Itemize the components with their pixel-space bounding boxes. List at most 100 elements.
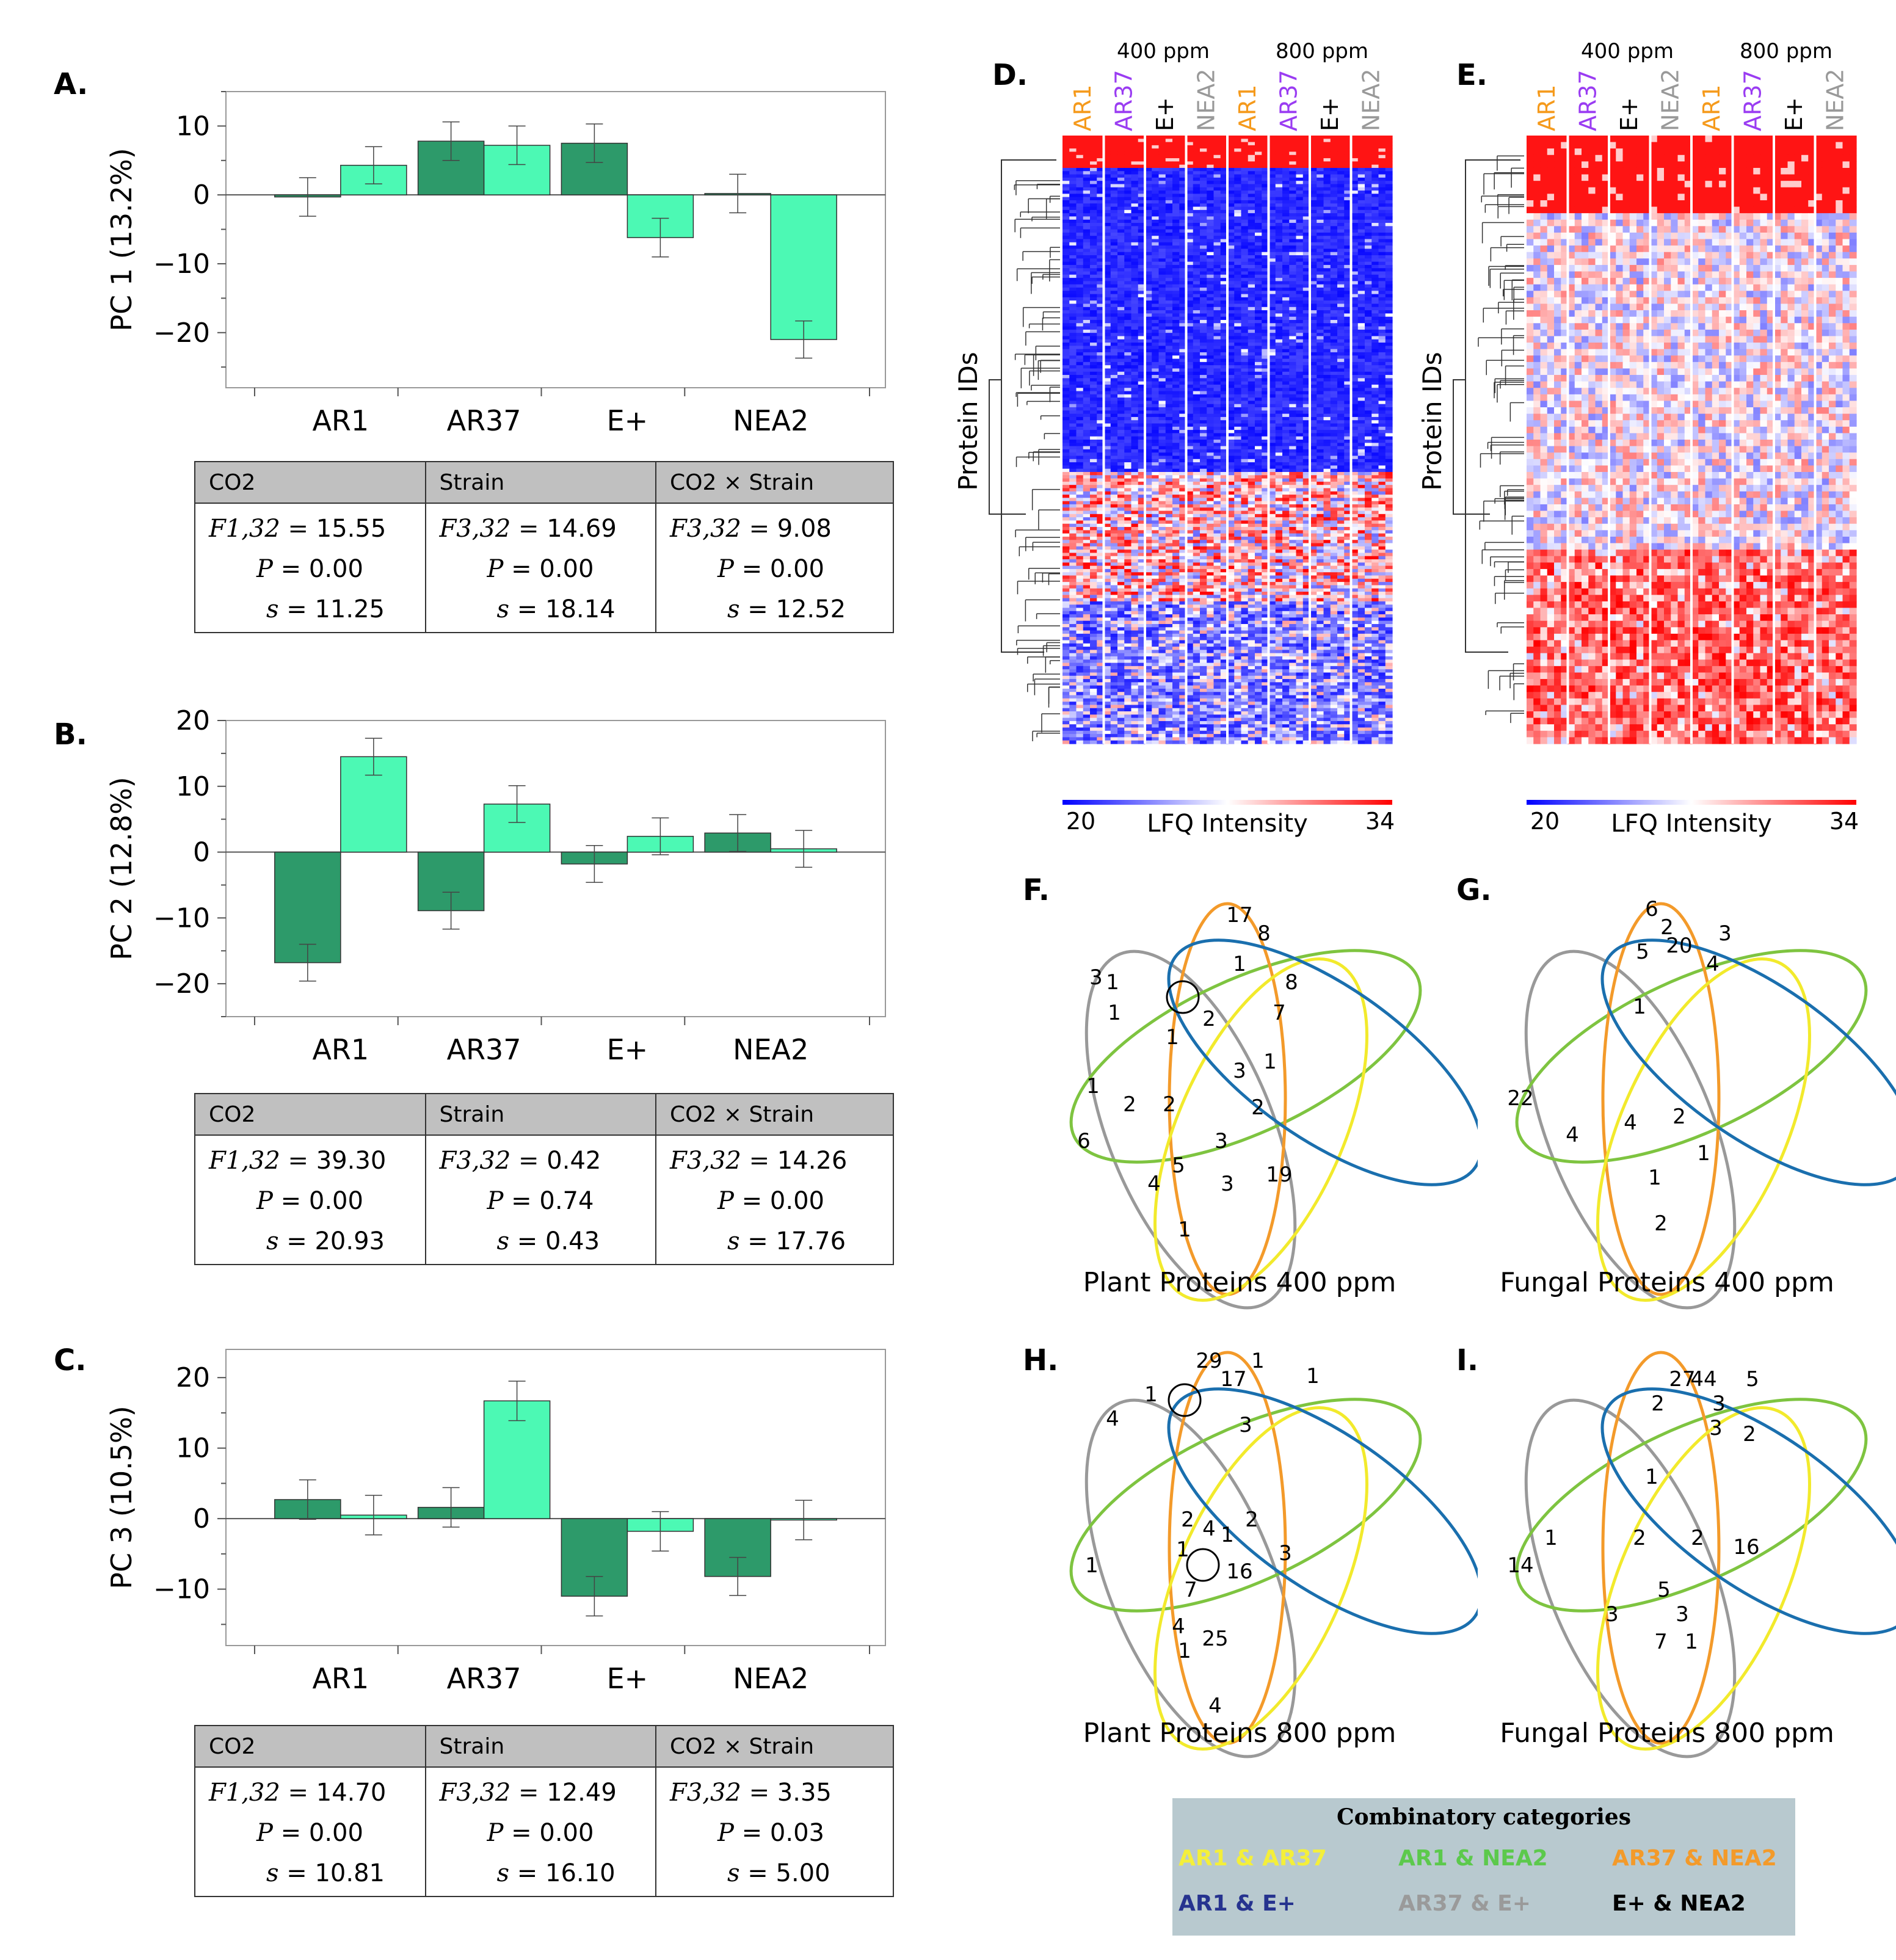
heatmap-cell	[1158, 184, 1166, 188]
heatmap-cell	[1097, 443, 1105, 447]
heatmap-cell	[1090, 209, 1097, 214]
heatmap-cell	[1296, 264, 1304, 269]
heatmap-cell	[1255, 416, 1262, 421]
heatmap-cell	[1131, 184, 1139, 188]
heatmap-cell	[1097, 349, 1105, 353]
heatmap-cell	[1207, 219, 1215, 223]
heatmap-cell	[1385, 209, 1393, 214]
heatmap-cell	[1186, 242, 1194, 246]
heatmap-cell	[1076, 456, 1084, 460]
heatmap-cell	[1323, 245, 1331, 250]
heatmap-cell	[1227, 365, 1235, 369]
heatmap-cell	[1317, 423, 1324, 427]
heatmap-cell	[1158, 307, 1166, 311]
heatmap-cell	[1069, 430, 1077, 434]
heatmap-cell	[1344, 416, 1352, 421]
heatmap-cell	[1179, 365, 1187, 369]
heatmap-cell	[1207, 310, 1215, 314]
heatmap-cell	[1145, 154, 1152, 159]
heatmap-cell	[1310, 416, 1317, 421]
heatmap-cell	[1179, 294, 1187, 298]
heatmap-cell	[1302, 203, 1310, 208]
heatmap-cell	[1083, 391, 1091, 395]
heatmap-cell	[1323, 148, 1331, 153]
heatmap-cell	[1103, 336, 1111, 340]
heatmap-cell	[1317, 161, 1324, 165]
heatmap-cell	[1241, 271, 1249, 275]
heatmap-cell	[1220, 294, 1228, 298]
heatmap-cell	[1337, 404, 1345, 408]
heatmap-cell	[1310, 249, 1317, 253]
heatmap-cell	[1220, 449, 1228, 453]
heatmap-cell	[1179, 203, 1187, 208]
heatmap-cell	[1344, 430, 1352, 434]
heatmap-cell	[1097, 223, 1105, 227]
heatmap-cell	[1317, 300, 1324, 305]
heatmap-cell	[1090, 449, 1097, 453]
heatmap-cell	[1234, 459, 1242, 463]
heatmap-cell	[1255, 452, 1262, 457]
heatmap-cell	[1193, 410, 1200, 415]
stats-header-co2: CO2	[194, 1725, 426, 1768]
heatmap-cell	[1083, 440, 1091, 443]
heatmap-cell	[1213, 381, 1221, 385]
stats-header-interaction: CO2 × Strain	[655, 1093, 894, 1136]
heatmap-cell	[1371, 177, 1379, 181]
heatmap-cell	[1323, 258, 1331, 263]
heatmap-cell	[1213, 426, 1221, 430]
heatmap-cell	[1268, 343, 1276, 346]
heatmap-cell	[1220, 440, 1228, 443]
heatmap-cell	[1337, 413, 1345, 418]
heatmap-cell	[1289, 346, 1297, 350]
heatmap-cell	[1090, 206, 1097, 211]
heatmap-cell	[1234, 274, 1242, 278]
heatmap-cell	[1302, 323, 1310, 327]
heatmap-cell	[1344, 252, 1352, 256]
heatmap-cell	[1302, 371, 1310, 376]
heatmap-cell	[1062, 300, 1070, 305]
heatmap-cell	[1131, 261, 1139, 266]
heatmap-cell	[1365, 430, 1372, 434]
heatmap-cell	[1179, 239, 1187, 243]
heatmap-cell	[1234, 391, 1242, 395]
heatmap-cell	[1227, 252, 1235, 256]
heatmap-cell	[1323, 252, 1331, 256]
heatmap-cell	[1317, 181, 1324, 185]
heatmap-cell	[1227, 413, 1235, 418]
heatmap-cell	[1213, 216, 1221, 220]
plot-frame	[225, 91, 886, 388]
heatmap-cell	[1124, 200, 1132, 204]
heatmap-cell	[1385, 181, 1393, 185]
heatmap-cell	[1110, 407, 1118, 411]
heatmap-cell	[1262, 343, 1269, 346]
heatmap-cell	[1275, 430, 1283, 434]
heatmap-cell	[1310, 268, 1317, 272]
heatmap-cell	[1378, 288, 1386, 291]
heatmap-cell	[1385, 142, 1393, 146]
heatmap-cell	[1172, 268, 1180, 272]
heatmap-cell	[1317, 303, 1324, 308]
heatmap-cell	[1310, 213, 1317, 217]
heatmap-cell	[1275, 365, 1283, 369]
heatmap-cell	[1310, 368, 1317, 372]
heatmap-cell	[1282, 426, 1290, 430]
heatmap-cell	[1090, 278, 1097, 282]
heatmap-cell	[1083, 136, 1091, 139]
heatmap-cell	[1124, 191, 1132, 194]
heatmap-cell	[1193, 255, 1200, 259]
heatmap-cell	[1097, 239, 1105, 243]
heatmap-cell	[1158, 258, 1166, 263]
heatmap-cell	[1351, 410, 1359, 415]
heatmap-cell	[1323, 316, 1331, 321]
heatmap-cell	[1330, 200, 1338, 204]
heatmap-cell	[1213, 229, 1221, 233]
heatmap-cell	[1385, 371, 1393, 376]
heatmap-cell	[1268, 174, 1276, 178]
heatmap-cell	[1103, 394, 1111, 398]
heatmap-cell	[1357, 384, 1365, 388]
heatmap-cell	[1330, 232, 1338, 236]
stats-cell: F3,32 = 12.49 P = 0.00 s = 16.10	[424, 1767, 657, 1896]
heatmap-cell	[1083, 151, 1091, 156]
heatmap-cell	[1076, 420, 1084, 424]
heatmap-cell	[1317, 316, 1324, 321]
